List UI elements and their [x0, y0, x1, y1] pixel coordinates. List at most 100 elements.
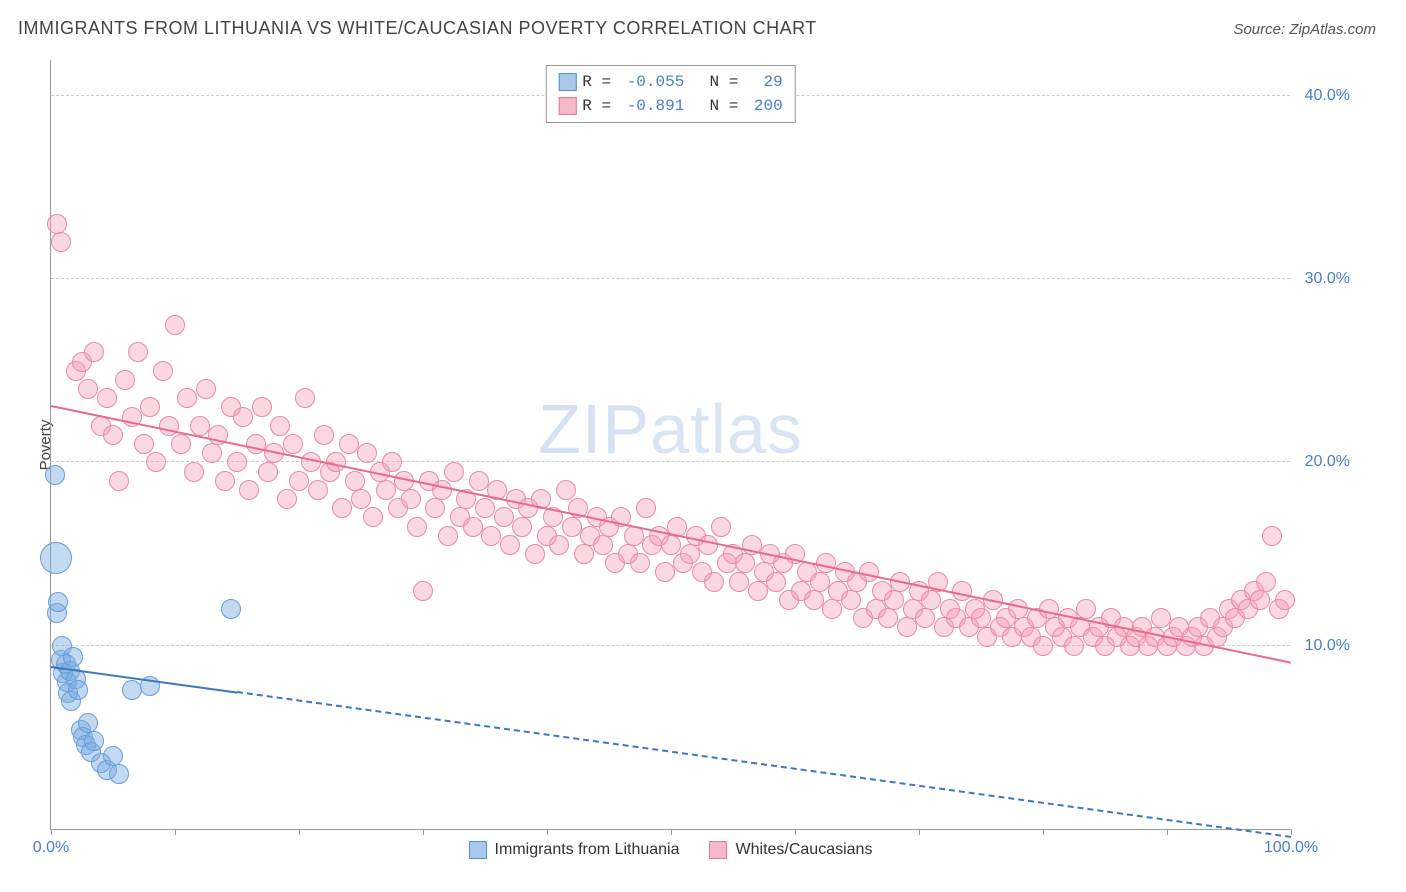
data-point-lithuania — [40, 542, 72, 574]
data-point-whites — [549, 535, 569, 555]
data-point-whites — [562, 517, 582, 537]
data-point-whites — [556, 480, 576, 500]
stat-n-value: 200 — [754, 94, 783, 118]
stats-row-whites: R = -0.891 N = 200 — [558, 94, 782, 118]
data-point-whites — [1256, 572, 1276, 592]
data-point-lithuania — [78, 713, 98, 733]
data-point-whites — [748, 581, 768, 601]
data-point-whites — [1008, 599, 1028, 619]
x-tick — [299, 829, 300, 835]
data-point-whites — [171, 434, 191, 454]
data-point-whites — [196, 379, 216, 399]
data-point-whites — [165, 315, 185, 335]
x-tick — [671, 829, 672, 835]
data-point-whites — [215, 471, 235, 491]
data-point-whites — [376, 480, 396, 500]
data-point-whites — [382, 452, 402, 472]
stat-n-label: N = — [690, 94, 748, 118]
data-point-whites — [593, 535, 613, 555]
data-point-whites — [574, 544, 594, 564]
data-point-whites — [47, 214, 67, 234]
data-point-whites — [1076, 599, 1096, 619]
data-point-lithuania — [103, 746, 123, 766]
data-point-whites — [233, 407, 253, 427]
data-point-lithuania — [63, 647, 83, 667]
data-point-whites — [202, 443, 222, 463]
data-point-whites — [463, 517, 483, 537]
correlation-stats-box: R = -0.055 N = 29R = -0.891 N = 200 — [545, 65, 795, 123]
data-point-whites — [1250, 590, 1270, 610]
data-point-whites — [481, 526, 501, 546]
data-point-whites — [804, 590, 824, 610]
legend-item-whites: Whites/Caucasians — [710, 841, 873, 859]
data-point-whites — [952, 581, 972, 601]
data-point-whites — [78, 379, 98, 399]
data-point-whites — [357, 443, 377, 463]
legend-swatch-icon — [710, 841, 728, 859]
legend-item-lithuania: Immigrants from Lithuania — [469, 841, 680, 859]
scatter-plot: 10.0%20.0%30.0%40.0%0.0%100.0%ZIPatlasR … — [50, 60, 1290, 830]
data-point-whites — [153, 361, 173, 381]
data-point-whites — [115, 370, 135, 390]
legend-swatch-icon — [469, 841, 487, 859]
stats-row-lithuania: R = -0.055 N = 29 — [558, 70, 782, 94]
data-point-whites — [277, 489, 297, 509]
data-point-whites — [469, 471, 489, 491]
x-tick — [51, 829, 52, 835]
data-point-whites — [283, 434, 303, 454]
data-point-whites — [270, 416, 290, 436]
data-point-whites — [177, 388, 197, 408]
data-point-whites — [84, 342, 104, 362]
data-point-whites — [921, 590, 941, 610]
data-point-whites — [339, 434, 359, 454]
stat-swatch-icon — [558, 97, 576, 115]
stat-r-label: R = — [582, 94, 620, 118]
data-point-whites — [128, 342, 148, 362]
data-point-whites — [915, 608, 935, 628]
data-point-whites — [190, 416, 210, 436]
data-point-whites — [475, 498, 495, 518]
data-point-whites — [314, 425, 334, 445]
data-point-whites — [252, 397, 272, 417]
data-point-whites — [308, 480, 328, 500]
x-tick — [175, 829, 176, 835]
data-point-whites — [810, 572, 830, 592]
data-point-whites — [1262, 526, 1282, 546]
data-point-whites — [822, 599, 842, 619]
data-point-whites — [661, 535, 681, 555]
data-point-whites — [1064, 636, 1084, 656]
data-point-whites — [109, 471, 129, 491]
y-tick-label: 10.0% — [1305, 637, 1350, 655]
data-point-whites — [140, 397, 160, 417]
data-point-whites — [680, 544, 700, 564]
y-tick-label: 40.0% — [1305, 87, 1350, 105]
x-tick — [547, 829, 548, 835]
data-point-whites — [1033, 636, 1053, 656]
data-point-whites — [897, 617, 917, 637]
data-point-whites — [711, 517, 731, 537]
data-point-whites — [227, 452, 247, 472]
data-point-whites — [444, 462, 464, 482]
data-point-whites — [413, 581, 433, 601]
data-point-whites — [735, 553, 755, 573]
data-point-whites — [351, 489, 371, 509]
x-tick — [795, 829, 796, 835]
data-point-whites — [525, 544, 545, 564]
data-point-whites — [289, 471, 309, 491]
data-point-lithuania — [122, 680, 142, 700]
data-point-whites — [766, 572, 786, 592]
data-point-whites — [438, 526, 458, 546]
data-point-whites — [500, 535, 520, 555]
data-point-whites — [134, 434, 154, 454]
stat-r-value: -0.891 — [627, 94, 685, 118]
data-point-whites — [432, 480, 452, 500]
legend: Immigrants from Lithuania Whites/Caucasia… — [469, 841, 873, 859]
trend-line — [237, 691, 1291, 838]
x-tick — [1167, 829, 1168, 835]
data-point-whites — [704, 572, 724, 592]
stat-r-value: -0.055 — [627, 70, 685, 94]
data-point-whites — [494, 507, 514, 527]
trend-line — [51, 405, 1291, 664]
data-point-whites — [184, 462, 204, 482]
source-label: Source: ZipAtlas.com — [1233, 21, 1376, 38]
